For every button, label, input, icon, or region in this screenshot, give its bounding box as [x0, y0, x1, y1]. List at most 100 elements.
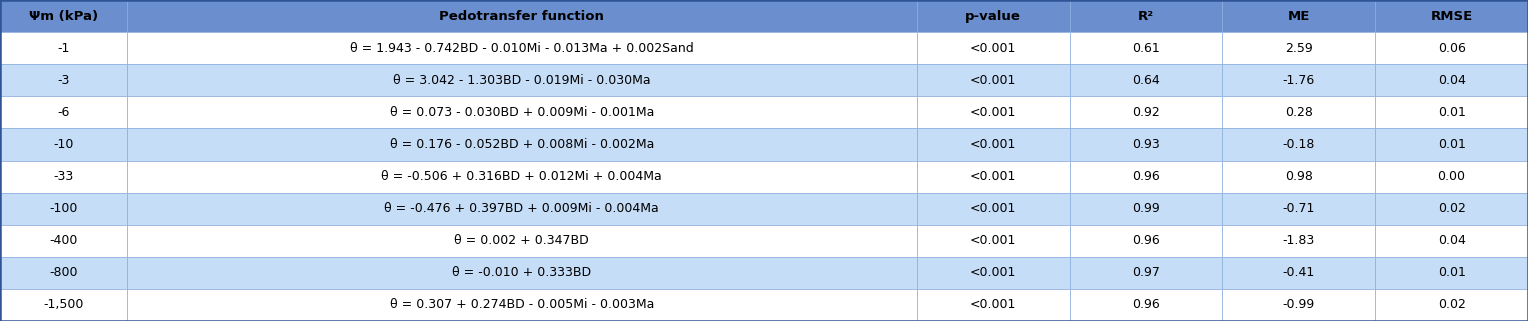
Text: -0.99: -0.99 — [1282, 299, 1316, 311]
Bar — [0, 32, 127, 64]
Bar — [1375, 225, 1528, 257]
Text: 0.02: 0.02 — [1438, 202, 1465, 215]
Bar — [1070, 160, 1222, 193]
Bar — [127, 32, 917, 64]
Text: <0.001: <0.001 — [970, 138, 1016, 151]
Text: ME: ME — [1288, 10, 1309, 22]
Text: 2.59: 2.59 — [1285, 42, 1313, 55]
Bar — [1375, 160, 1528, 193]
Text: <0.001: <0.001 — [970, 106, 1016, 119]
Text: θ = 3.042 - 1.303BD - 0.019Mi - 0.030Ma: θ = 3.042 - 1.303BD - 0.019Mi - 0.030Ma — [393, 74, 651, 87]
Text: Pedotransfer function: Pedotransfer function — [440, 10, 604, 22]
Text: -0.41: -0.41 — [1282, 266, 1316, 279]
Text: 0.99: 0.99 — [1132, 202, 1160, 215]
Text: -0.71: -0.71 — [1282, 202, 1316, 215]
Bar — [127, 64, 917, 96]
Text: -10: -10 — [53, 138, 73, 151]
Bar — [127, 193, 917, 225]
Bar — [1375, 257, 1528, 289]
Text: θ = 0.307 + 0.274BD - 0.005Mi - 0.003Ma: θ = 0.307 + 0.274BD - 0.005Mi - 0.003Ma — [390, 299, 654, 311]
Text: 0.06: 0.06 — [1438, 42, 1465, 55]
Text: θ = -0.476 + 0.397BD + 0.009Mi - 0.004Ma: θ = -0.476 + 0.397BD + 0.009Mi - 0.004Ma — [385, 202, 659, 215]
Bar — [1375, 32, 1528, 64]
Text: <0.001: <0.001 — [970, 74, 1016, 87]
Text: 0.28: 0.28 — [1285, 106, 1313, 119]
Text: 0.97: 0.97 — [1132, 266, 1160, 279]
Text: 0.01: 0.01 — [1438, 266, 1465, 279]
Bar — [917, 96, 1070, 128]
Bar — [127, 0, 917, 32]
Bar — [1375, 64, 1528, 96]
Bar — [1222, 32, 1375, 64]
Text: -33: -33 — [53, 170, 73, 183]
Bar — [1375, 289, 1528, 321]
Bar — [1070, 257, 1222, 289]
Text: Ψm (kPa): Ψm (kPa) — [29, 10, 98, 22]
Text: 0.02: 0.02 — [1438, 299, 1465, 311]
Bar — [127, 289, 917, 321]
Bar — [1070, 64, 1222, 96]
Bar — [917, 257, 1070, 289]
Text: -100: -100 — [49, 202, 78, 215]
Bar — [917, 128, 1070, 160]
Bar — [1222, 0, 1375, 32]
Text: <0.001: <0.001 — [970, 299, 1016, 311]
Bar — [917, 225, 1070, 257]
Bar — [1070, 128, 1222, 160]
Text: -1.83: -1.83 — [1282, 234, 1316, 247]
Bar — [127, 225, 917, 257]
Text: <0.001: <0.001 — [970, 234, 1016, 247]
Bar — [1222, 160, 1375, 193]
Bar — [1222, 289, 1375, 321]
Text: θ = 0.002 + 0.347BD: θ = 0.002 + 0.347BD — [454, 234, 590, 247]
Bar — [0, 128, 127, 160]
Text: <0.001: <0.001 — [970, 170, 1016, 183]
Bar — [127, 128, 917, 160]
Text: -6: -6 — [57, 106, 70, 119]
Bar — [0, 64, 127, 96]
Text: 0.61: 0.61 — [1132, 42, 1160, 55]
Bar — [917, 193, 1070, 225]
Text: <0.001: <0.001 — [970, 202, 1016, 215]
Text: θ = -0.010 + 0.333BD: θ = -0.010 + 0.333BD — [452, 266, 591, 279]
Bar — [1070, 32, 1222, 64]
Text: RMSE: RMSE — [1430, 10, 1473, 22]
Text: -0.18: -0.18 — [1282, 138, 1316, 151]
Text: θ = 1.943 - 0.742BD - 0.010Mi - 0.013Ma + 0.002Sand: θ = 1.943 - 0.742BD - 0.010Mi - 0.013Ma … — [350, 42, 694, 55]
Bar — [917, 32, 1070, 64]
Bar — [1375, 0, 1528, 32]
Text: -1,500: -1,500 — [43, 299, 84, 311]
Bar — [1222, 193, 1375, 225]
Text: 0.96: 0.96 — [1132, 234, 1160, 247]
Text: -1.76: -1.76 — [1282, 74, 1316, 87]
Text: -800: -800 — [49, 266, 78, 279]
Text: 0.98: 0.98 — [1285, 170, 1313, 183]
Text: 0.64: 0.64 — [1132, 74, 1160, 87]
Bar — [1222, 225, 1375, 257]
Bar — [1375, 128, 1528, 160]
Bar — [127, 96, 917, 128]
Bar — [127, 160, 917, 193]
Bar — [1222, 96, 1375, 128]
Bar — [917, 64, 1070, 96]
Bar — [1070, 193, 1222, 225]
Text: θ = 0.176 - 0.052BD + 0.008Mi - 0.002Ma: θ = 0.176 - 0.052BD + 0.008Mi - 0.002Ma — [390, 138, 654, 151]
Text: 0.04: 0.04 — [1438, 74, 1465, 87]
Bar — [1375, 193, 1528, 225]
Bar — [1070, 289, 1222, 321]
Bar — [0, 160, 127, 193]
Text: 0.04: 0.04 — [1438, 234, 1465, 247]
Bar — [1222, 257, 1375, 289]
Text: R²: R² — [1138, 10, 1154, 22]
Text: θ = 0.073 - 0.030BD + 0.009Mi - 0.001Ma: θ = 0.073 - 0.030BD + 0.009Mi - 0.001Ma — [390, 106, 654, 119]
Text: θ = -0.506 + 0.316BD + 0.012Mi + 0.004Ma: θ = -0.506 + 0.316BD + 0.012Mi + 0.004Ma — [382, 170, 662, 183]
Bar — [0, 0, 127, 32]
Text: <0.001: <0.001 — [970, 266, 1016, 279]
Text: 0.92: 0.92 — [1132, 106, 1160, 119]
Text: 0.96: 0.96 — [1132, 299, 1160, 311]
Text: -3: -3 — [57, 74, 70, 87]
Text: 0.00: 0.00 — [1438, 170, 1465, 183]
Bar — [1222, 64, 1375, 96]
Bar — [1070, 225, 1222, 257]
Bar — [917, 289, 1070, 321]
